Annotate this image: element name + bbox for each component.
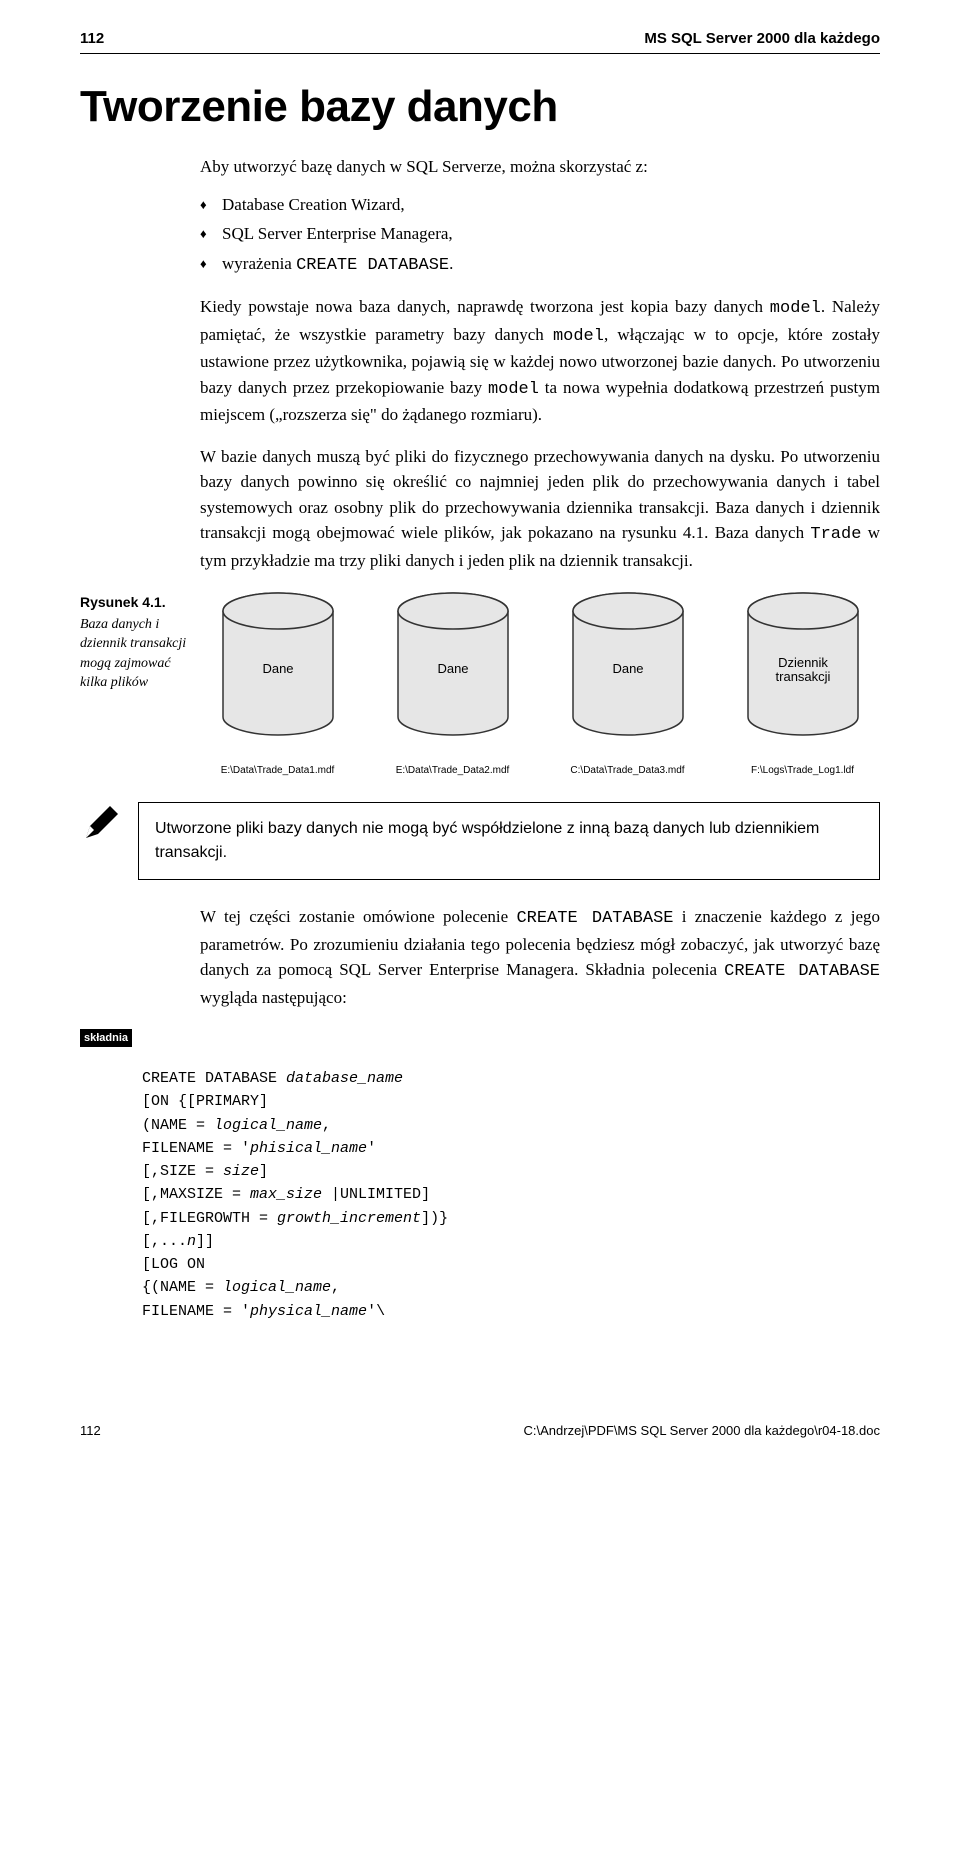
note-block: Utworzone pliki bazy danych nie mogą być… [80, 802, 880, 880]
cylinder-file: F:\Logs\Trade_Log1.ldf [751, 765, 854, 776]
cylinder: Dzienniktransakcji F:\Logs\Trade_Log1.ld… [725, 589, 880, 776]
page-title: Tworzenie bazy danych [80, 82, 880, 132]
figure-caption: Rysunek 4.1. Baza danych i dziennik tran… [80, 589, 200, 693]
note-box: Utworzone pliki bazy danych nie mogą być… [138, 802, 880, 880]
cylinder-file: E:\Data\Trade_Data1.mdf [221, 765, 335, 776]
body-paragraph: Kiedy powstaje nowa baza danych, naprawd… [200, 294, 880, 428]
inline-code: model [553, 327, 604, 346]
pencil-icon [80, 802, 126, 849]
cylinder: Dane E:\Data\Trade_Data1.mdf [200, 589, 355, 776]
svg-text:Dane: Dane [612, 661, 643, 676]
list-item-text: wyrażenia [222, 254, 296, 273]
footer-path: C:\Andrzej\PDF\MS SQL Server 2000 dla ka… [524, 1423, 880, 1438]
inline-code: model [770, 299, 821, 318]
cylinder: Dane C:\Data\Trade_Data3.mdf [550, 589, 705, 776]
cylinder-file: C:\Data\Trade_Data3.mdf [570, 765, 684, 776]
cylinder: Dane E:\Data\Trade_Data2.mdf [375, 589, 530, 776]
footer-page-number: 112 [80, 1423, 101, 1438]
bullet-list: Database Creation Wizard, SQL Server Ent… [200, 192, 880, 279]
list-item: wyrażenia CREATE DATABASE. [200, 251, 880, 279]
inline-code: Trade [810, 525, 861, 544]
svg-text:Dane: Dane [437, 661, 468, 676]
running-title: MS SQL Server 2000 dla każdego [644, 30, 880, 47]
body-paragraph: W tej części zostanie omówione polecenie… [200, 904, 880, 1010]
list-item: Database Creation Wizard, [200, 192, 880, 218]
inline-code: CREATE DATABASE [516, 909, 673, 928]
syntax-badge-label: składnia [80, 1029, 132, 1047]
page-footer: 112 C:\Andrzej\PDF\MS SQL Server 2000 dl… [80, 1423, 880, 1438]
svg-text:Dane: Dane [262, 661, 293, 676]
inline-code: CREATE DATABASE [296, 256, 449, 275]
syntax-badge: składnia [80, 1026, 136, 1047]
body-paragraph: W bazie danych muszą być pliki do fizycz… [200, 444, 880, 574]
cylinder-diagram: Dane E:\Data\Trade_Data1.mdf Dane E:\Dat… [200, 589, 880, 776]
figure-number: Rysunek 4.1. [80, 593, 192, 613]
syntax-code: CREATE DATABASE database_name [ON {[PRIM… [142, 1067, 880, 1323]
inline-code: model [488, 380, 539, 399]
syntax-block: składnia [80, 1026, 880, 1047]
cylinder-file: E:\Data\Trade_Data2.mdf [396, 765, 510, 776]
svg-text:Dzienniktransakcji: Dzienniktransakcji [775, 655, 830, 684]
figure-block: Rysunek 4.1. Baza danych i dziennik tran… [80, 589, 880, 776]
inline-code: CREATE DATABASE [724, 962, 880, 981]
figure-description: Baza danych i dziennik transakcji mogą z… [80, 617, 186, 691]
list-item-text: . [449, 254, 453, 273]
page-header: 112 MS SQL Server 2000 dla każdego [80, 30, 880, 54]
page-number-top: 112 [80, 30, 104, 47]
list-item: SQL Server Enterprise Managera, [200, 221, 880, 247]
intro-text: Aby utworzyć bazę danych w SQL Serverze,… [200, 154, 880, 180]
